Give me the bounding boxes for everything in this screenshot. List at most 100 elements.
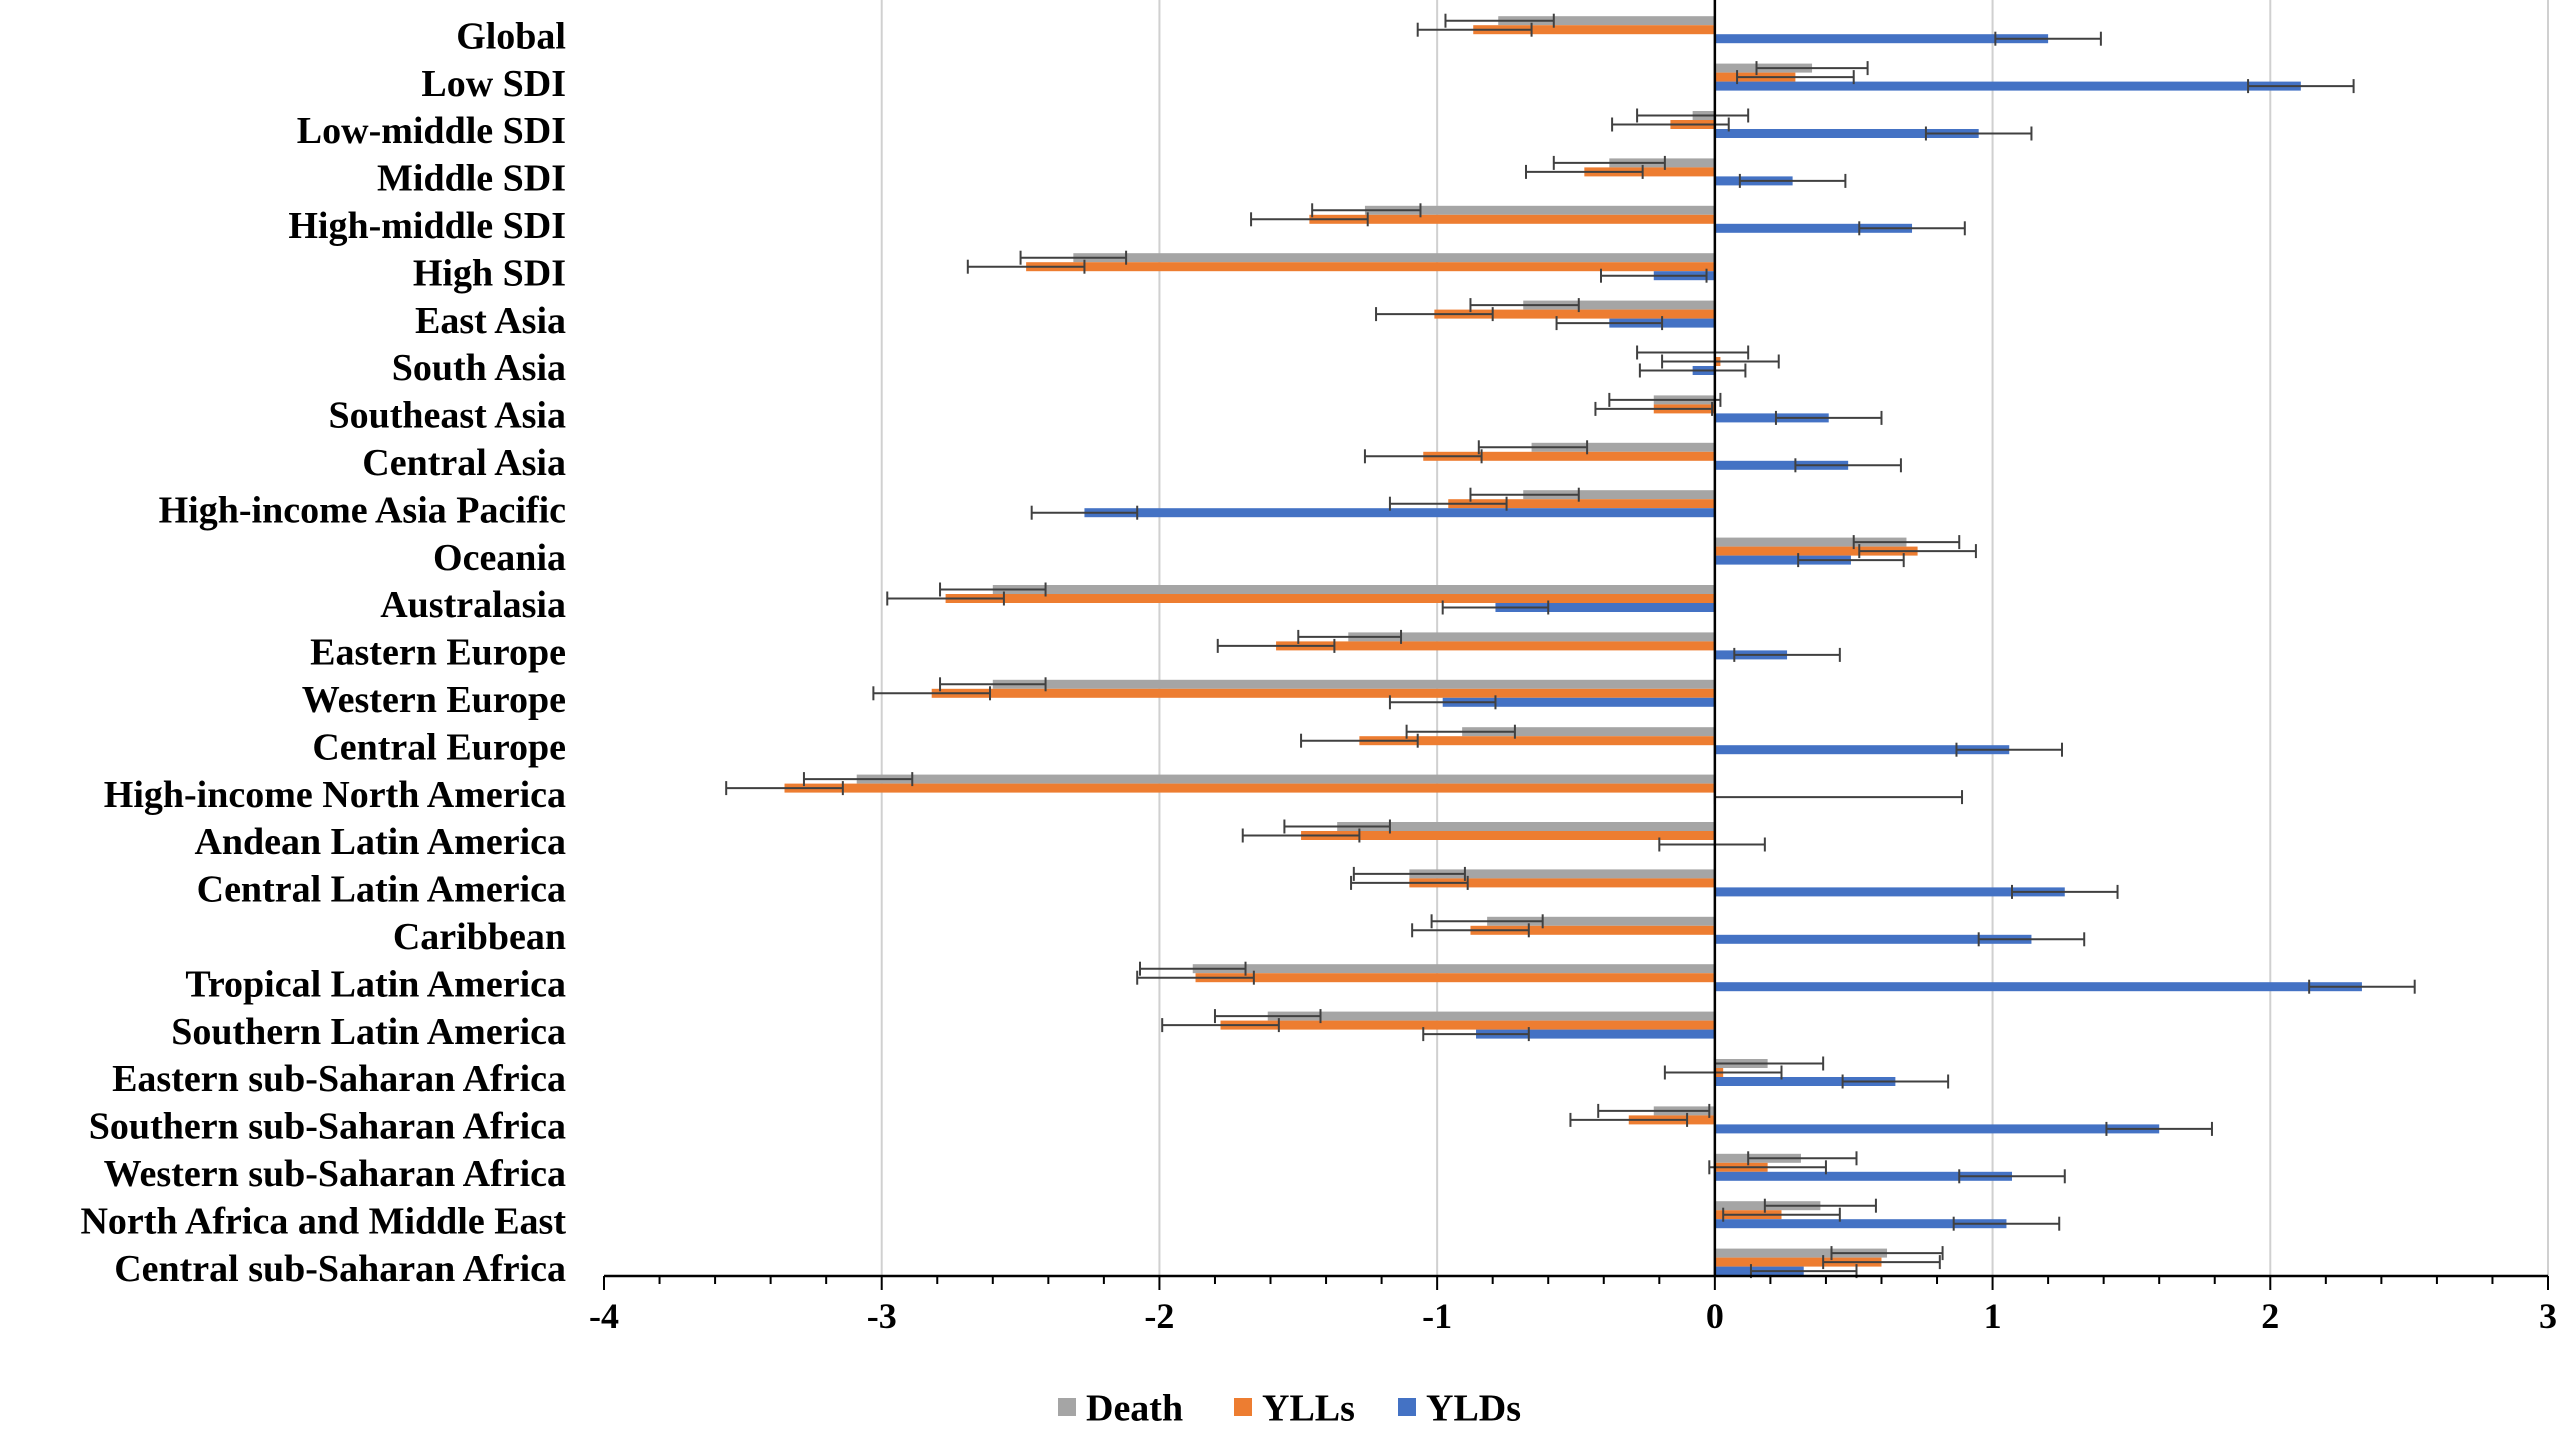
error-bar-death-central-latin-america: [1352, 866, 1466, 881]
category-label-central-europe: Central Europe: [312, 726, 566, 768]
bar-ylls-central-europe: [1359, 736, 1715, 746]
category-label-high-sdi: High SDI: [413, 252, 566, 294]
bar-ylls-andean-latin-america: [1301, 831, 1715, 840]
category-label-central-asia: Central Asia: [362, 442, 566, 484]
error-bar-ylds-western-sub-saharan-africa: [1958, 1169, 2066, 1184]
category-label-high-income-north-america: High-income North America: [104, 774, 566, 816]
x-tick-label-4: -4: [589, 1296, 619, 1336]
x-tick-labels: -4 -3 -2 -1 0 1 2 3: [589, 1296, 2557, 1336]
error-bar-ylls-southern-latin-america: [1161, 1018, 1280, 1033]
category-label-oceania: Oceania: [433, 537, 566, 579]
error-bar-death-eastern-sub-saharan-africa: [1713, 1056, 1825, 1071]
bar-death-central-europe: [1462, 727, 1715, 737]
bar-death-central-latin-america: [1409, 869, 1715, 879]
error-bar-ylds-tropical-latin-america: [2308, 979, 2416, 994]
error-bar-ylls-western-sub-saharan-africa: [1708, 1160, 1827, 1175]
error-bar-ylds-western-europe: [1388, 695, 1497, 710]
category-label-south-asia: South Asia: [392, 347, 566, 389]
error-bar-ylls-low-sdi: [1736, 70, 1855, 85]
bar-ylls-central-latin-america: [1409, 878, 1715, 888]
error-bar-ylls-southeast-asia: [1594, 401, 1714, 416]
bar-ylds-high-middle-sdi: [1714, 223, 1913, 233]
category-label-north-africa-and-middle-east: North Africa and Middle East: [80, 1200, 566, 1242]
error-bar-death-low-middle-sdi: [1636, 108, 1750, 123]
category-label-tropical-latin-america: Tropical Latin America: [185, 963, 566, 1005]
error-bar-death-east-asia: [1469, 298, 1580, 313]
legend-item-death: Death: [1058, 1388, 1183, 1430]
error-bar-ylls-global: [1416, 22, 1533, 37]
error-bar-ylds-southern-latin-america: [1422, 1027, 1530, 1042]
error-bar-ylls-western-europe: [872, 686, 992, 701]
category-label-central-sub-saharan-africa: Central sub-Saharan Africa: [114, 1248, 566, 1290]
legend-swatch-ylls: [1234, 1398, 1252, 1416]
error-bar-death-caribbean: [1430, 914, 1544, 929]
bar-ylds-low-sdi: [1714, 81, 2301, 91]
category-labels: Global Low SDI Low-middle SDI Middle SDI Hig…: [80, 15, 566, 1289]
error-bar-death-south-asia: [1636, 345, 1750, 360]
error-bar-ylls-high-sdi: [966, 259, 1086, 274]
bar-ylls-australasia: [945, 594, 1715, 603]
bar-ylls-oceania: [1714, 546, 1918, 556]
bar-ylls-global: [1473, 25, 1715, 35]
error-bars: [725, 13, 2416, 1279]
error-bar-ylls-low-middle-sdi: [1611, 117, 1730, 132]
error-bar-death-global: [1444, 13, 1555, 28]
category-label-global: Global: [456, 15, 566, 57]
error-bar-ylds-north-africa-and-middle-east: [1952, 1216, 2061, 1231]
legend-swatch-death: [1058, 1398, 1076, 1416]
error-bar-ylls-high-income-north-america: [725, 781, 844, 796]
error-bar-ylds-high-income-asia-pacific: [1030, 505, 1139, 520]
error-bar-ylds-middle-sdi: [1738, 173, 1847, 188]
bar-ylds-southeast-asia: [1714, 413, 1829, 423]
error-bar-death-central-europe: [1405, 724, 1516, 739]
category-label-australasia: Australasia: [380, 584, 566, 626]
error-bar-ylls-eastern-europe: [1216, 638, 1336, 653]
bar-death-global: [1498, 16, 1715, 26]
bar-death-high-middle-sdi: [1364, 205, 1715, 215]
error-bar-death-oceania: [1852, 535, 1961, 550]
axes: [603, 0, 2549, 1290]
bar-ylls-high-middle-sdi: [1309, 214, 1715, 224]
category-label-middle-sdi: Middle SDI: [377, 158, 566, 200]
bar-ylds-southern-sub-saharan-africa: [1714, 1124, 2160, 1134]
error-bar-ylds-caribbean: [1977, 932, 2086, 947]
error-bar-ylls-central-europe: [1300, 733, 1419, 748]
error-bar-death-high-middle-sdi: [1311, 203, 1422, 218]
bar-ylls-high-income-asia-pacific: [1448, 499, 1715, 509]
bar-death-oceania: [1714, 537, 1907, 547]
bar-death-tropical-latin-america: [1192, 964, 1715, 974]
category-label-high-income-asia-pacific: High-income Asia Pacific: [159, 489, 566, 531]
bar-ylls-high-income-north-america: [784, 783, 1715, 793]
error-bar-death-western-sub-saharan-africa: [1747, 1151, 1858, 1166]
error-bar-ylls-southern-sub-saharan-africa: [1569, 1112, 1689, 1127]
x-tick-label-2: -2: [1144, 1296, 1174, 1336]
error-bar-death-central-sub-saharan-africa: [1830, 1246, 1944, 1261]
error-bar-ylds-oceania: [1797, 553, 1905, 568]
bar-ylls-caribbean: [1470, 925, 1715, 935]
error-bar-ylds-south-asia: [1638, 363, 1747, 378]
error-bar-death-high-income-north-america: [802, 772, 914, 787]
error-bar-ylds-central-latin-america: [2011, 884, 2119, 899]
error-bar-ylds-southern-sub-saharan-africa: [2105, 1121, 2213, 1136]
bar-ylls-southern-latin-america: [1220, 1020, 1715, 1030]
bar-death-central-asia: [1531, 442, 1715, 452]
error-bar-death-southern-latin-america: [1213, 1009, 1322, 1024]
bar-death-east-asia: [1523, 300, 1715, 310]
category-label-eastern-sub-saharan-africa: Eastern sub-Saharan Africa: [112, 1058, 566, 1100]
category-label-eastern-europe: Eastern Europe: [310, 632, 566, 674]
error-bar-ylls-oceania: [1858, 544, 1977, 559]
error-bar-death-high-income-asia-pacific: [1469, 487, 1580, 502]
legend-label-ylls: YLLs: [1262, 1388, 1355, 1430]
error-bar-ylls-central-sub-saharan-africa: [1822, 1255, 1941, 1270]
error-bar-death-southern-sub-saharan-africa: [1597, 1103, 1711, 1118]
error-bar-death-high-sdi: [1019, 250, 1128, 265]
error-bar-death-western-europe: [939, 677, 1047, 692]
bar-ylds-north-africa-and-middle-east: [1714, 1219, 2007, 1229]
bar-death-australasia: [992, 585, 1715, 594]
bar-ylds-tropical-latin-america: [1714, 982, 2362, 992]
error-bar-ylds-east-asia: [1555, 316, 1664, 331]
bar-ylds-western-europe: [1442, 697, 1715, 707]
bar-death-western-europe: [992, 679, 1715, 689]
legend: Death YLLs YLDs: [1058, 1388, 1521, 1430]
error-bar-death-australasia: [939, 582, 1047, 597]
